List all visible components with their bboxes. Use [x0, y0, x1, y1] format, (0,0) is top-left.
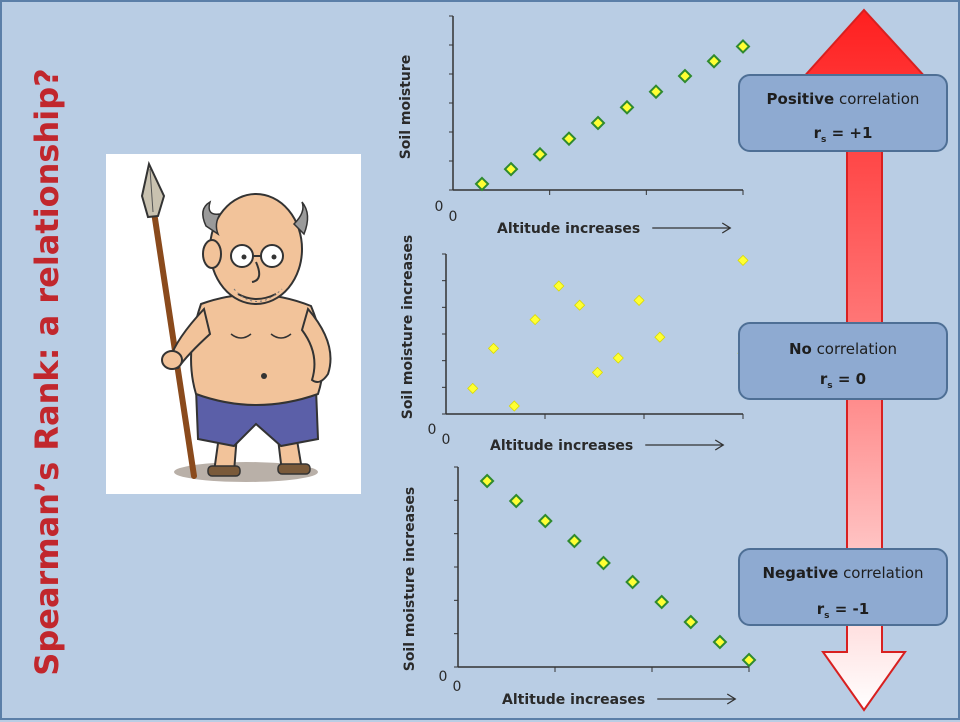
- data-point: [508, 493, 524, 509]
- data-point: [467, 382, 479, 394]
- data-point: [479, 473, 495, 489]
- scatter-chart-1: Soil moisture Altitude increases 00: [398, 15, 751, 237]
- x-origin-label: 0: [453, 679, 462, 695]
- data-point: [648, 84, 664, 100]
- data-point: [537, 513, 553, 529]
- data-point: [654, 331, 666, 343]
- data-point: [487, 342, 500, 354]
- box-heading: Positive correlation: [766, 90, 920, 108]
- data-point: [712, 634, 728, 650]
- data-point: [741, 652, 757, 668]
- positive-correlation-box: Positive correlation rs = +1: [738, 74, 948, 152]
- data-point: [633, 294, 645, 306]
- x-axis-label: Altitude increases: [502, 692, 645, 708]
- data-point: [625, 574, 641, 590]
- data-point: [619, 99, 635, 115]
- y-origin-label: 0: [435, 199, 444, 215]
- data-point: [508, 400, 520, 412]
- no-correlation-box: No correlation rs = 0: [738, 322, 948, 400]
- rs-value: rs = -1: [816, 600, 870, 621]
- data-point: [654, 594, 670, 610]
- box-heading: No correlation: [788, 340, 898, 358]
- rs-value: rs = 0: [819, 370, 867, 391]
- data-point: [566, 533, 582, 549]
- x-origin-label: 0: [442, 432, 451, 448]
- rs-value: rs = +1: [813, 124, 873, 145]
- data-point: [532, 146, 548, 162]
- x-arrow-head-icon: [721, 222, 732, 234]
- data-point: [503, 161, 519, 177]
- data-point: [612, 352, 624, 364]
- data-point: [574, 299, 586, 311]
- x-arrow-head-icon: [714, 439, 725, 451]
- scatter-chart-3: Soil moisture increases Altitude increase…: [402, 466, 757, 708]
- data-point: [677, 68, 693, 84]
- data-point: [596, 555, 611, 571]
- data-point: [735, 39, 751, 54]
- data-point: [591, 366, 604, 378]
- x-origin-label: 0: [449, 209, 458, 225]
- data-point: [529, 314, 541, 326]
- negative-correlation-box: Negative correlation rs = -1: [738, 548, 948, 626]
- box-heading: Negative correlation: [762, 564, 924, 582]
- y-origin-label: 0: [428, 422, 437, 438]
- data-point: [474, 176, 490, 192]
- x-axis-label: Altitude increases: [490, 438, 633, 454]
- data-point: [683, 614, 699, 630]
- y-axis-label: Soil moisture increases: [400, 235, 416, 420]
- data-point: [706, 53, 722, 69]
- x-arrow-head-icon: [726, 693, 737, 705]
- y-axis-label: Soil moisture increases: [402, 487, 418, 672]
- y-origin-label: 0: [439, 669, 448, 685]
- data-point: [553, 280, 565, 292]
- data-point: [737, 254, 749, 266]
- data-point: [561, 131, 577, 147]
- data-point: [590, 115, 606, 131]
- caveman-icon: [140, 160, 332, 482]
- scatter-chart-2: Soil moisture increases Altitude increase…: [400, 235, 749, 454]
- y-axis-label: Soil moisture: [398, 55, 414, 160]
- x-axis-label: Altitude increases: [497, 221, 640, 237]
- caveman-illustration: [106, 154, 361, 494]
